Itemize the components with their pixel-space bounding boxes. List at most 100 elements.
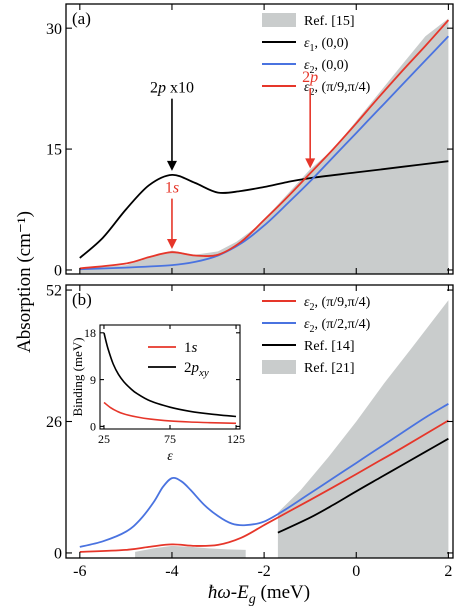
legend-text: , (π/9,π/4) [315, 80, 371, 95]
legend-text: , (0,0) [315, 36, 349, 51]
x-axis-label-unit: (meV) [256, 582, 310, 603]
legend-entry: ε2, (π/2,π/4) [304, 317, 371, 335]
inset-legend-text: p [191, 360, 200, 376]
inset-series-line [103, 332, 237, 418]
reference-area-ref15 [79, 18, 449, 274]
legend-entry: ε1, (0,0) [304, 36, 349, 54]
x-tick-label: -4 [165, 563, 178, 580]
annotation-label: 2p x10 [150, 80, 194, 97]
legend-entry: ε2, (π/9,π/4) [304, 295, 371, 313]
panel-b-legend: ε2, (π/9,π/4)ε2, (π/2,π/4)Ref. [14]Ref. … [262, 295, 371, 376]
legend-symbol: ε [304, 58, 310, 73]
x-tick-label: -6 [73, 563, 86, 580]
x-tick-label: 125 [227, 432, 245, 446]
panel-b-label: (b) [72, 290, 92, 309]
panel-a-frame [65, 3, 454, 275]
inset-series [103, 332, 237, 425]
legend-symbol: ε [304, 36, 310, 51]
reference-area-ref21 [135, 545, 246, 558]
panel-a-x-ticks [79, 4, 449, 274]
series-line [79, 19, 450, 270]
inset-legend-entry: 1s [184, 340, 198, 356]
legend-swatch [262, 360, 296, 374]
legend-text: Ref. [15] [304, 14, 355, 29]
series-line [79, 419, 449, 553]
panel-a-series [79, 19, 450, 271]
annotation-label: 2p [302, 69, 318, 86]
x-tick-label: 2 [444, 563, 452, 580]
legend-subscript: 1 [310, 43, 315, 54]
series-line [79, 35, 450, 271]
inset-series-line [103, 401, 237, 425]
legend-text: , (π/9,π/4) [315, 295, 371, 310]
y-tick-label: 0 [54, 546, 62, 563]
legend-swatch [262, 13, 296, 27]
panel-a-reference-area [79, 18, 449, 274]
series-line [277, 437, 449, 534]
x-tick-label: 75 [164, 432, 176, 446]
legend-text: Ref. [21] [304, 361, 355, 376]
annotation-text: 2 [302, 69, 310, 86]
inset-legend-text: 2 [184, 360, 192, 376]
y-tick-label: 18 [84, 326, 96, 340]
y-tick-label: 52 [46, 283, 62, 300]
inset-legend-entry: 2pxy [184, 360, 209, 379]
annotation-text: 1 [165, 180, 173, 197]
annotation-text: s [173, 180, 179, 197]
inset-legend-subscript: xy [198, 367, 209, 379]
annotation-arrowhead [305, 158, 316, 169]
legend-text: Ref. [14] [304, 339, 355, 354]
x-axis-label-main: ħω-E [208, 582, 249, 603]
x-axis-label: ħω-Eg (meV) [208, 582, 310, 607]
inset-legend-text: s [192, 340, 198, 356]
series-line [79, 403, 449, 548]
inset-y-axis-label: Binding (meV) [70, 337, 85, 416]
legend-subscript: 2 [310, 65, 315, 76]
y-tick-label: 0 [54, 263, 62, 280]
y-tick-label: 15 [46, 142, 62, 159]
legend-entry: ε2, (π/9,π/4) [304, 80, 371, 98]
legend-subscript: 2 [310, 87, 315, 98]
legend-symbol: ε [304, 80, 310, 95]
y-axis-label: Absorption (cm⁻¹) [14, 211, 35, 353]
panel-b-series [79, 403, 449, 553]
inset-x-axis-label: ε [167, 449, 173, 464]
legend-entry: Ref. [15] [304, 14, 355, 29]
panel-b-x-ticks: -6 -4 -2 0 2 [73, 285, 452, 580]
y-tick-label: 0 [90, 420, 96, 434]
panel-a-label: (a) [72, 9, 91, 28]
annotation-arrowhead [166, 160, 177, 171]
annotation-text: p [157, 80, 166, 97]
inset-y-ticks: 0 9 18 [84, 326, 240, 434]
panel-a-y-ticks: 0 15 30 [46, 21, 453, 280]
legend-entry: Ref. [21] [304, 361, 355, 376]
legend-text: , (0,0) [315, 58, 349, 73]
legend-text: , (π/2,π/4) [315, 317, 371, 332]
x-tick-label: 25 [98, 432, 110, 446]
annotation-text: p [309, 69, 318, 86]
legend-subscript: 2 [310, 324, 315, 335]
series-line [79, 160, 449, 259]
y-tick-label: 9 [90, 373, 96, 387]
legend-entry: ε2, (0,0) [304, 58, 349, 76]
inset-background [100, 325, 240, 429]
annotation-label: 1s [165, 180, 179, 197]
annotation-text: x10 [166, 80, 194, 97]
inset-legend-text: 1 [184, 340, 192, 356]
x-tick-label: 0 [352, 563, 360, 580]
panel-a-legend: Ref. [15]ε1, (0,0)ε2, (0,0)ε2, (π/9,π/4) [262, 13, 371, 98]
legend-symbol: ε [304, 317, 310, 332]
y-tick-label: 30 [46, 21, 62, 38]
legend-subscript: 2 [310, 302, 315, 313]
panel-b-y-ticks: 0 26 52 [46, 283, 453, 563]
x-tick-label: -2 [257, 563, 270, 580]
y-tick-label: 26 [46, 414, 62, 431]
x-axis-label-sub: g [249, 592, 256, 607]
inset-x-ticks: 25 75 125 [98, 325, 245, 446]
